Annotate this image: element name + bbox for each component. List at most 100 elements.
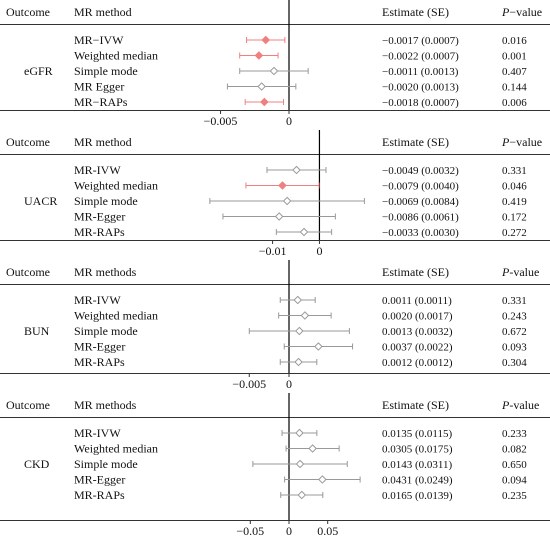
- point-estimate-marker: [261, 35, 271, 45]
- forest-row: MR−IVW −0.0017 (0.0007) 0.016: [74, 33, 527, 47]
- point-estimate-marker: [254, 51, 264, 60]
- method-label: MR−RAPs: [74, 95, 128, 109]
- forest-row: MR-IVW 0.0011 (0.0011) 0.331: [74, 293, 527, 307]
- header-pvalue: P-value: [501, 265, 539, 279]
- x-tick-label: −0.05: [236, 524, 264, 538]
- point-estimate-marker: [295, 459, 305, 469]
- point-estimate-marker: [297, 490, 307, 500]
- estimate-text: 0.0012 (0.0012): [382, 357, 453, 369]
- point-estimate-marker: [274, 212, 284, 221]
- x-tick-label: 0: [286, 524, 292, 538]
- p-value-text: 0.094: [502, 475, 527, 487]
- point-estimate-marker: [282, 196, 292, 206]
- forest-row: Weighted median 0.0020 (0.0017) 0.243: [74, 309, 527, 323]
- estimate-text: 0.0037 (0.0022): [382, 342, 453, 354]
- estimate-text: 0.0143 (0.0311): [382, 459, 453, 471]
- forest-row: MR-RAPs 0.0012 (0.0012) 0.304: [74, 355, 527, 369]
- estimate-text: 0.0135 (0.0115): [382, 428, 453, 440]
- x-tick-label: 0: [286, 114, 292, 128]
- panel-egfr: Outcome MR method Estimate (SE) P−value −0.0…: [0, 0, 550, 128]
- method-label: MR-RAPs: [74, 488, 125, 502]
- header-method: MR methods: [74, 398, 137, 412]
- point-estimate-marker: [269, 66, 279, 76]
- method-label: Simple mode: [74, 194, 138, 208]
- outcome-label: BUN: [24, 324, 50, 338]
- forest-row: Weighted median 0.0305 (0.0175) 0.082: [74, 442, 527, 456]
- estimate-text: −0.0086 (0.0061): [382, 212, 459, 224]
- point-estimate-marker: [292, 165, 301, 175]
- method-label: MR-Egger: [74, 473, 125, 487]
- point-estimate-marker: [295, 428, 304, 438]
- forest-row: MR-Egger 0.0037 (0.0022) 0.093: [74, 340, 527, 354]
- header-pvalue: P−value: [501, 135, 542, 149]
- method-label: Weighted median: [74, 49, 158, 63]
- p-value-text: 0.006: [502, 97, 527, 109]
- point-estimate-marker: [294, 357, 303, 367]
- p-value-text: 0.304: [502, 357, 527, 369]
- forest-row: Simple mode 0.0143 (0.0311) 0.650: [74, 457, 527, 471]
- p-value-text: 0.331: [502, 295, 527, 307]
- x-tick-label: −0.005: [232, 377, 266, 391]
- p-value-text: 0.172: [502, 212, 527, 224]
- p-value-text: 0.016: [502, 35, 527, 47]
- p-value-text: 0.407: [502, 66, 527, 78]
- p-value-text: 0.331: [502, 165, 527, 177]
- method-label: Weighted median: [74, 179, 158, 193]
- point-estimate-marker: [308, 444, 317, 453]
- outcome-label: UACR: [24, 194, 57, 208]
- x-tick-label: −0.01: [259, 244, 287, 258]
- point-estimate-marker: [278, 181, 287, 190]
- header-pvalue: P−value: [501, 5, 542, 19]
- header-estimate: Estimate (SE): [382, 5, 449, 19]
- outcome-label: CKD: [24, 457, 50, 471]
- point-estimate-marker: [314, 342, 323, 351]
- estimate-text: −0.0017 (0.0007): [382, 35, 459, 47]
- p-value-text: 0.144: [502, 82, 527, 94]
- method-label: MR-IVW: [74, 426, 121, 440]
- estimate-text: 0.0013 (0.0032): [382, 326, 453, 338]
- method-label: MR-RAPs: [74, 355, 125, 369]
- outcome-label: eGFR: [24, 64, 53, 78]
- estimate-text: −0.0033 (0.0030): [382, 227, 459, 239]
- method-label: MR-IVW: [74, 293, 121, 307]
- header-outcome: Outcome: [6, 135, 50, 149]
- method-label: MR Egger: [74, 80, 124, 94]
- forest-row: MR-IVW −0.0049 (0.0032) 0.331: [74, 163, 527, 177]
- method-label: MR−IVW: [74, 33, 124, 47]
- forest-row: Simple mode −0.0011 (0.0013) 0.407: [74, 64, 527, 78]
- estimate-text: 0.0305 (0.0175): [382, 444, 453, 456]
- method-label: Simple mode: [74, 324, 138, 338]
- p-value-text: 0.243: [502, 311, 527, 323]
- forest-row: Simple mode 0.0013 (0.0032) 0.672: [74, 324, 527, 338]
- method-label: Simple mode: [74, 457, 138, 471]
- point-estimate-marker: [299, 227, 309, 237]
- point-estimate-marker: [260, 97, 269, 107]
- forest-row: MR-RAPs 0.0165 (0.0139) 0.235: [74, 488, 527, 502]
- forest-row: MR Egger −0.0020 (0.0013) 0.144: [74, 80, 527, 94]
- header-method: MR method: [74, 135, 132, 149]
- method-label: MR-Egger: [74, 340, 125, 354]
- method-label: MR-RAPs: [74, 225, 125, 239]
- estimate-text: −0.0011 (0.0013): [382, 66, 459, 78]
- p-value-text: 0.046: [502, 181, 527, 193]
- estimate-text: 0.0011 (0.0011): [382, 295, 452, 307]
- header-estimate: Estimate (SE): [382, 398, 449, 412]
- forest-row: Weighted median −0.0022 (0.0007) 0.001: [74, 49, 527, 63]
- x-tick-label: 0.05: [317, 524, 338, 538]
- point-estimate-marker: [293, 295, 303, 305]
- forest-row: MR-RAPs −0.0033 (0.0030) 0.272: [74, 225, 527, 239]
- method-label: Weighted median: [74, 309, 158, 323]
- method-label: MR-IVW: [74, 163, 121, 177]
- header-estimate: Estimate (SE): [382, 135, 449, 149]
- panel-uacr: Outcome MR method Estimate (SE) P−value −0.0…: [0, 130, 550, 258]
- header-outcome: Outcome: [6, 265, 50, 279]
- method-label: MR-Egger: [74, 210, 125, 224]
- estimate-text: 0.0020 (0.0017): [382, 311, 453, 323]
- point-estimate-marker: [257, 82, 266, 91]
- x-tick-label: −0.005: [204, 114, 238, 128]
- header-outcome: Outcome: [6, 398, 50, 412]
- forest-row: MR-Egger 0.0431 (0.0249) 0.094: [74, 473, 527, 487]
- forest-row: MR−RAPs −0.0018 (0.0007) 0.006: [74, 95, 527, 109]
- estimate-text: −0.0022 (0.0007): [382, 51, 459, 63]
